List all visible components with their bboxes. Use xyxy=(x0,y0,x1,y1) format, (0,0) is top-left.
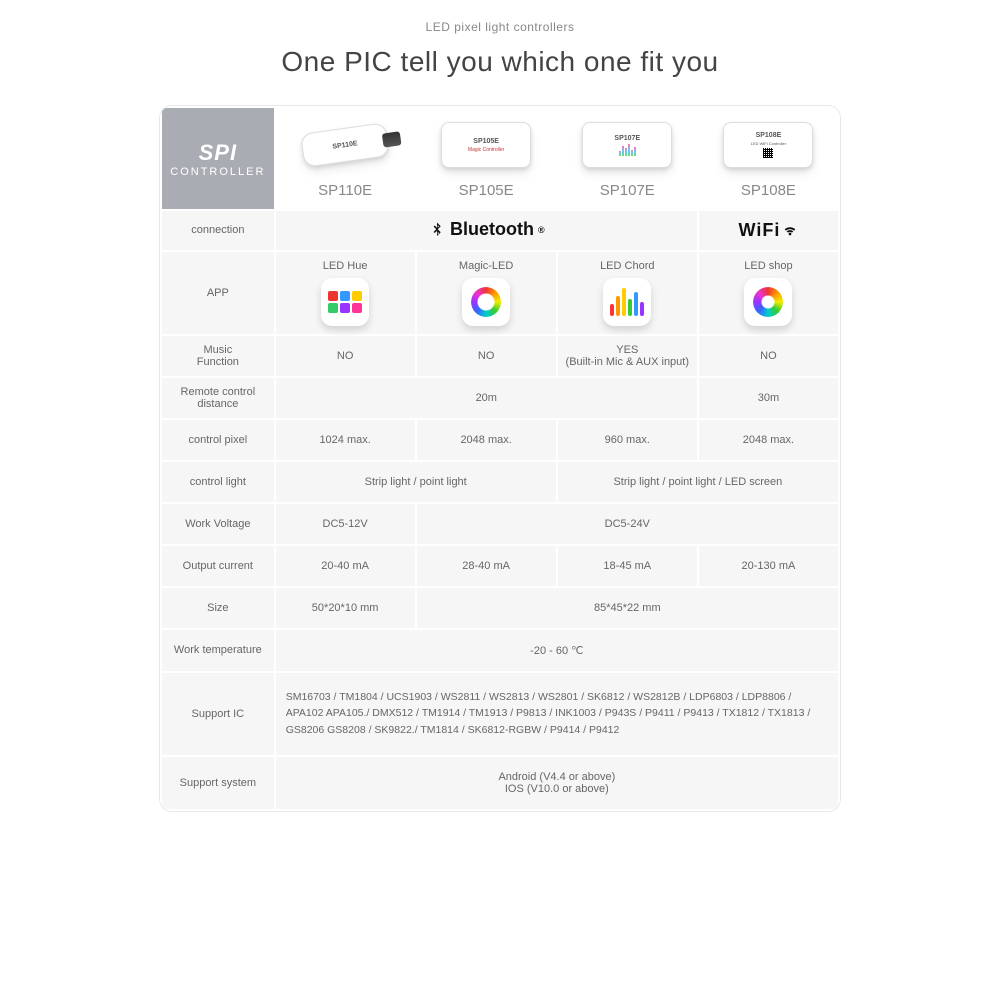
product-header-1: SP105EMagic Controller SP105E xyxy=(417,108,556,209)
app-cell-3: LED shop xyxy=(699,252,838,334)
app-cell-1: Magic-LED xyxy=(417,252,556,334)
row-app: APP LED Hue Magic-LED xyxy=(162,252,838,334)
product-header-3: SP108ELED WiFi Controller SP108E xyxy=(699,108,838,209)
app-icon-0 xyxy=(321,278,369,326)
row-support-ic: Support IC SM16703 / TM1804 / UCS1903 / … xyxy=(162,673,838,755)
music-2a: YES xyxy=(564,344,691,356)
page-subtitle: LED pixel light controllers xyxy=(0,20,1000,34)
app-name-1: Magic-LED xyxy=(423,260,550,272)
app-name-0: LED Hue xyxy=(282,260,409,272)
header-corner: SPI CONTROLLER xyxy=(162,108,274,209)
spi-label: SPI xyxy=(168,140,268,166)
product-image-1: SP105EMagic Controller xyxy=(441,122,531,168)
product-header-0: SP110E SP110E xyxy=(276,108,415,209)
music-2b: (Built-in Mic & AUX input) xyxy=(564,356,691,368)
comparison-table: SPI CONTROLLER SP110E SP110E SP105EMagic… xyxy=(160,106,840,811)
row-size: Size 50*20*10 mm 85*45*22 mm xyxy=(162,588,838,628)
clight-right: Strip light / point light / LED screen xyxy=(558,462,838,502)
music-0: NO xyxy=(276,336,415,376)
support-ic: SM16703 / TM1804 / UCS1903 / WS2811 / WS… xyxy=(276,673,838,755)
product-name-3: SP108E xyxy=(703,182,834,199)
controller-label: CONTROLLER xyxy=(170,166,265,178)
row-control-light: control light Strip light / point light … xyxy=(162,462,838,502)
cpx-3: 2048 max. xyxy=(699,420,838,460)
support-sys-a: Android (V4.4 or above) xyxy=(282,771,832,783)
wifi-icon: WiFi xyxy=(739,220,799,241)
app-glyph-2 xyxy=(610,288,644,316)
label-control-light: control light xyxy=(162,462,274,502)
oc-1: 28-40 mA xyxy=(417,546,556,586)
row-remote: Remote control distance 20m 30m xyxy=(162,378,838,418)
cpx-1: 2048 max. xyxy=(417,420,556,460)
label-control-pixel: control pixel xyxy=(162,420,274,460)
app-glyph-1 xyxy=(471,287,501,317)
conn-wifi-cell: WiFi xyxy=(699,211,838,250)
bluetooth-icon: Bluetooth® xyxy=(428,219,545,240)
label-output-current: Output current xyxy=(162,546,274,586)
remote-bt: 20m xyxy=(276,378,697,418)
conn-bluetooth-cell: Bluetooth® xyxy=(276,211,697,250)
app-cell-2: LED Chord xyxy=(558,252,697,334)
label-work-voltage: Work Voltage xyxy=(162,504,274,544)
label-app: APP xyxy=(162,252,274,334)
support-sys: Android (V4.4 or above) IOS (V10.0 or ab… xyxy=(276,757,838,809)
page: LED pixel light controllers One PIC tell… xyxy=(0,0,1000,811)
row-music: Music Function NO NO YES (Built-in Mic &… xyxy=(162,336,838,376)
product-name-1: SP105E xyxy=(421,182,552,199)
size-rest: 85*45*22 mm xyxy=(417,588,838,628)
wifi-label: WiFi xyxy=(739,220,781,241)
label-support-ic: Support IC xyxy=(162,673,274,755)
app-icon-2 xyxy=(603,278,651,326)
music-2: YES (Built-in Mic & AUX input) xyxy=(558,336,697,376)
page-title: One PIC tell you which one fit you xyxy=(0,46,1000,78)
label-work-temp: Work temperature xyxy=(162,630,274,671)
size-0: 50*20*10 mm xyxy=(276,588,415,628)
label-support-sys: Support system xyxy=(162,757,274,809)
wv-0: DC5-12V xyxy=(276,504,415,544)
cpx-0: 1024 max. xyxy=(276,420,415,460)
app-glyph-0 xyxy=(328,291,362,313)
label-remote: Remote control distance xyxy=(162,378,274,418)
work-temp: -20 - 60 ℃ xyxy=(276,630,838,671)
product-image-0: SP110E xyxy=(300,122,390,168)
product-name-0: SP110E xyxy=(280,182,411,199)
oc-0: 20-40 mA xyxy=(276,546,415,586)
oc-2: 18-45 mA xyxy=(558,546,697,586)
row-connection: connection Bluetooth® WiFi xyxy=(162,211,838,250)
app-name-2: LED Chord xyxy=(564,260,691,272)
product-image-3: SP108ELED WiFi Controller xyxy=(723,122,813,168)
product-image-2: SP107E xyxy=(582,122,672,168)
label-connection: connection xyxy=(162,211,274,250)
product-header-2: SP107E SP107E xyxy=(558,108,697,209)
bluetooth-label: Bluetooth xyxy=(450,219,534,240)
app-glyph-3 xyxy=(753,287,783,317)
row-control-pixel: control pixel 1024 max. 2048 max. 960 ma… xyxy=(162,420,838,460)
row-support-sys: Support system Android (V4.4 or above) I… xyxy=(162,757,838,809)
app-name-3: LED shop xyxy=(705,260,832,272)
row-output-current: Output current 20-40 mA 28-40 mA 18-45 m… xyxy=(162,546,838,586)
music-1: NO xyxy=(417,336,556,376)
row-work-temp: Work temperature -20 - 60 ℃ xyxy=(162,630,838,671)
product-name-2: SP107E xyxy=(562,182,693,199)
support-sys-b: IOS (V10.0 or above) xyxy=(282,783,832,795)
wv-rest: DC5-24V xyxy=(417,504,838,544)
app-icon-1 xyxy=(462,278,510,326)
cpx-2: 960 max. xyxy=(558,420,697,460)
row-work-voltage: Work Voltage DC5-12V DC5-24V xyxy=(162,504,838,544)
app-icon-3 xyxy=(744,278,792,326)
oc-3: 20-130 mA xyxy=(699,546,838,586)
label-size: Size xyxy=(162,588,274,628)
table: SPI CONTROLLER SP110E SP110E SP105EMagic… xyxy=(160,106,840,811)
app-cell-0: LED Hue xyxy=(276,252,415,334)
remote-wifi: 30m xyxy=(699,378,838,418)
clight-left: Strip light / point light xyxy=(276,462,556,502)
header-row: SPI CONTROLLER SP110E SP110E SP105EMagic… xyxy=(162,108,838,209)
music-3: NO xyxy=(699,336,838,376)
label-music: Music Function xyxy=(162,336,274,376)
